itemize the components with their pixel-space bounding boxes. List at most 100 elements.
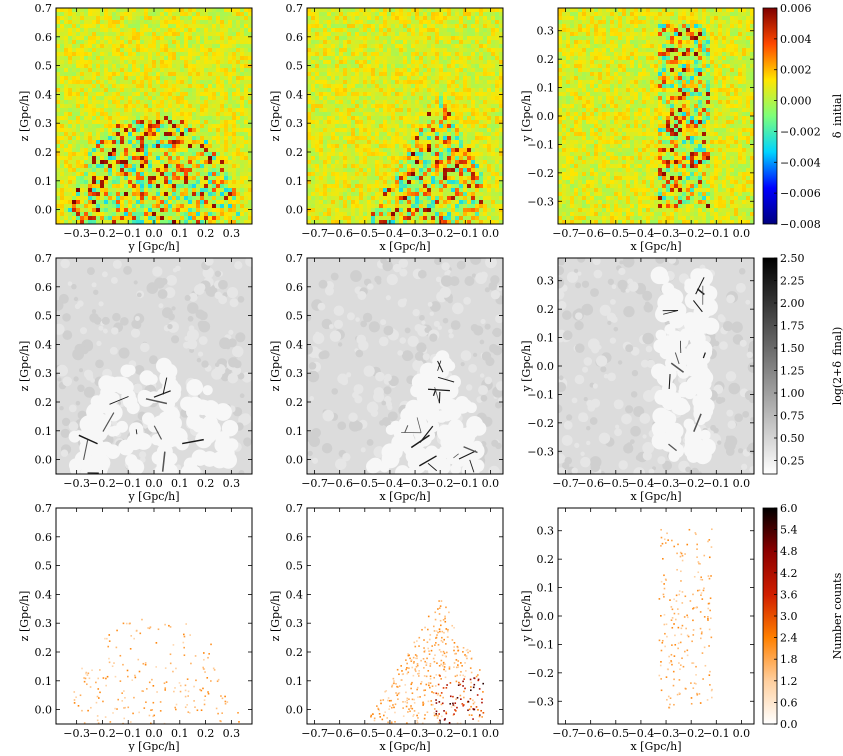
y-tick-label: 0.0 [537,110,555,123]
y-tick-label: 0.7 [286,252,304,265]
heatmap-image [53,256,256,481]
y-tick-label: 0.2 [286,396,304,409]
y-tick-label: 0.3 [537,525,555,538]
heatmap-image [307,508,503,726]
x-tick-label: −0.3 [653,227,680,240]
x-tick-label: −0.3 [63,727,90,740]
y-tick-label: 0.2 [35,646,53,659]
colorbar-2: 6.05.44.84.23.63.02.41.81.20.60.0Number … [763,502,843,731]
x-tick-label: −0.2 [427,227,454,240]
colorbar-tick-label: 6.0 [780,502,798,515]
colorbar-tick-label: 0.004 [780,33,812,46]
x-tick-label: −0.7 [552,227,579,240]
colorbar-0: 0.0060.0040.0020.000−0.002−0.004−0.006−0… [763,2,843,231]
y-tick-label: 0.2 [35,396,53,409]
colorbar-tick-label: 1.8 [780,653,798,666]
y-axis-label: y [Gpc/h] [520,590,533,642]
colorbar-tick-label: 3.6 [780,588,798,601]
x-tick-label: 0.1 [171,477,189,490]
y-tick-label: 0.4 [35,588,53,601]
y-tick-label: 0.3 [537,25,555,38]
heatmap-image [553,254,760,479]
x-tick-label: −0.5 [351,727,378,740]
x-tick-label: −0.6 [577,477,604,490]
y-tick-label: −0.2 [527,167,554,180]
x-tick-label: 0.1 [171,227,189,240]
x-tick-label: −0.6 [326,227,353,240]
x-tick-label: −0.6 [326,477,353,490]
y-tick-label: 0.4 [286,588,304,601]
x-tick-label: 0.3 [223,477,241,490]
x-tick-label: −0.7 [301,727,328,740]
y-tick-label: 0.0 [286,454,304,467]
x-tick-label: −0.2 [678,477,705,490]
y-axis-label: y [Gpc/h] [520,90,533,142]
x-tick-label: −0.4 [628,727,655,740]
colorbar-tick-label: 0.0 [780,718,798,731]
x-tick-label: 0.0 [145,727,163,740]
y-tick-label: 0.2 [537,303,555,316]
colorbar-tick-label: 1.50 [780,342,805,355]
colorbar-label: log(2+δ_final) [831,327,843,406]
x-tick-label: 0.0 [482,727,500,740]
x-tick-label: −0.5 [602,227,629,240]
y-tick-label: 0.0 [537,360,555,373]
x-tick-label: −0.3 [63,227,90,240]
colorbar-tick-label: 2.00 [780,297,805,310]
x-tick-label: −0.7 [301,477,328,490]
y-tick-label: 0.5 [286,310,304,323]
y-tick-label: 0.2 [286,146,304,159]
x-tick-label: 0.0 [733,227,751,240]
colorbar-1: 2.502.252.001.751.501.251.000.750.500.25… [763,252,843,474]
y-tick-label: 0.4 [286,338,304,351]
colorbar-tick-label: −0.006 [780,187,821,200]
x-tick-label: 0.1 [171,727,189,740]
y-tick-label: −0.3 [527,695,554,708]
colorbar-tick-label: 1.75 [780,320,805,333]
x-tick-label: −0.4 [377,477,404,490]
y-tick-label: −0.2 [527,667,554,680]
x-tick-label: −0.1 [452,727,479,740]
x-tick-label: −0.6 [326,727,353,740]
colorbar-tick-label: 4.8 [780,545,798,558]
colorbar-tick-label: 0.6 [780,696,798,709]
x-tick-label: 0.2 [197,727,215,740]
heatmap-image [302,254,505,481]
x-tick-label: −0.4 [377,727,404,740]
x-tick-label: −0.1 [452,477,479,490]
colorbar-tick-label: 3.0 [780,610,798,623]
y-tick-label: 0.1 [537,332,555,345]
x-tick-label: 0.0 [145,227,163,240]
y-tick-label: 0.2 [286,646,304,659]
x-tick-label: −0.2 [427,727,454,740]
x-axis-label: y [Gpc/h] [127,240,179,253]
y-tick-label: 0.0 [35,704,53,717]
x-tick-label: −0.3 [63,477,90,490]
x-axis-label: x [Gpc/h] [379,490,430,503]
y-tick-label: 0.1 [35,675,53,688]
y-tick-label: 0.6 [286,31,304,44]
y-tick-label: 0.4 [35,338,53,351]
y-tick-label: 0.3 [35,617,53,630]
x-tick-label: −0.2 [89,727,116,740]
x-tick-label: 0.0 [145,477,163,490]
colorbar-tick-label: 5.4 [780,524,798,537]
colorbar-tick-label: 0.002 [780,64,812,77]
x-axis-label: x [Gpc/h] [630,240,681,253]
colorbar-tick-label: 2.50 [780,252,805,265]
colorbar-tick-label: 0.006 [780,2,812,15]
y-tick-label: 0.1 [35,425,53,438]
x-tick-label: −0.3 [402,727,429,740]
colorbar-tick-label: −0.008 [780,218,821,231]
y-axis-label: z [Gpc/h] [269,341,282,392]
colorbar-tick-label: 1.2 [780,675,798,688]
x-tick-label: −0.3 [402,227,429,240]
y-tick-label: 0.6 [286,281,304,294]
y-tick-label: 0.0 [286,204,304,217]
x-axis-label: x [Gpc/h] [630,490,681,503]
x-tick-label: 0.0 [482,477,500,490]
x-axis-label: x [Gpc/h] [379,240,430,253]
